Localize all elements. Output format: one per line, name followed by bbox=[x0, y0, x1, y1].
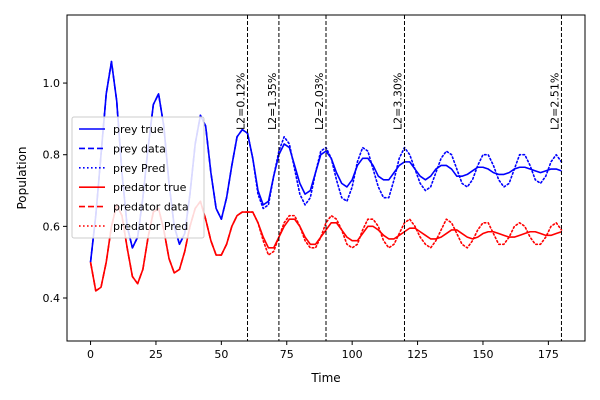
legend-label-predator-pred: predator Pred bbox=[113, 220, 188, 233]
x-axis-ticks: 0 25 50 75 100 125 150 175 bbox=[87, 341, 559, 361]
plot-frame bbox=[66, 14, 586, 342]
x-tick-label: 100 bbox=[342, 348, 363, 361]
series-line-prey-data bbox=[89, 60, 248, 263]
vline-label-0: L2=0.12% bbox=[235, 73, 248, 130]
x-tick-label: 50 bbox=[214, 348, 228, 361]
vline-label-3: L2=3.30% bbox=[392, 73, 405, 130]
x-tick-label: 0 bbox=[87, 348, 94, 361]
vline-label-2: L2=2.03% bbox=[313, 73, 326, 130]
vline-label-1: L2=1.35% bbox=[266, 73, 279, 130]
legend-box bbox=[71, 116, 205, 239]
legend-entries: prey true prey data prey Pred predator true… bbox=[79, 123, 189, 233]
legend-label-prey-pred: prey Pred bbox=[113, 162, 166, 175]
y-tick-label: 0.6 bbox=[43, 220, 61, 233]
x-tick-label: 75 bbox=[280, 348, 294, 361]
x-tick-label: 125 bbox=[407, 348, 428, 361]
legend: prey true prey data prey Pred predator true… bbox=[71, 116, 205, 239]
legend-label-prey-true: prey true bbox=[113, 123, 164, 136]
y-tick-label: 0.8 bbox=[43, 149, 61, 162]
legend-label-predator-data: predator data bbox=[113, 201, 189, 214]
x-tick-label: 150 bbox=[472, 348, 493, 361]
legend-label-predator-true: predator true bbox=[113, 181, 187, 194]
vline-label-4: L2=2.51% bbox=[549, 73, 562, 130]
y-tick-label: 1.0 bbox=[43, 77, 61, 90]
y-axis-ticks: 0.4 0.6 0.8 1.0 bbox=[43, 77, 67, 305]
x-tick-label: 175 bbox=[538, 348, 559, 361]
y-tick-label: 0.4 bbox=[43, 292, 61, 305]
legend-label-prey-data: prey data bbox=[113, 142, 166, 155]
y-axis-label: Population bbox=[15, 146, 29, 209]
vline-layer: L2=0.12% L2=1.35% L2=2.03% L2=3.30% L2=2.51% bbox=[235, 15, 562, 341]
x-axis-label: Time bbox=[310, 371, 340, 385]
x-tick-label: 25 bbox=[149, 348, 163, 361]
